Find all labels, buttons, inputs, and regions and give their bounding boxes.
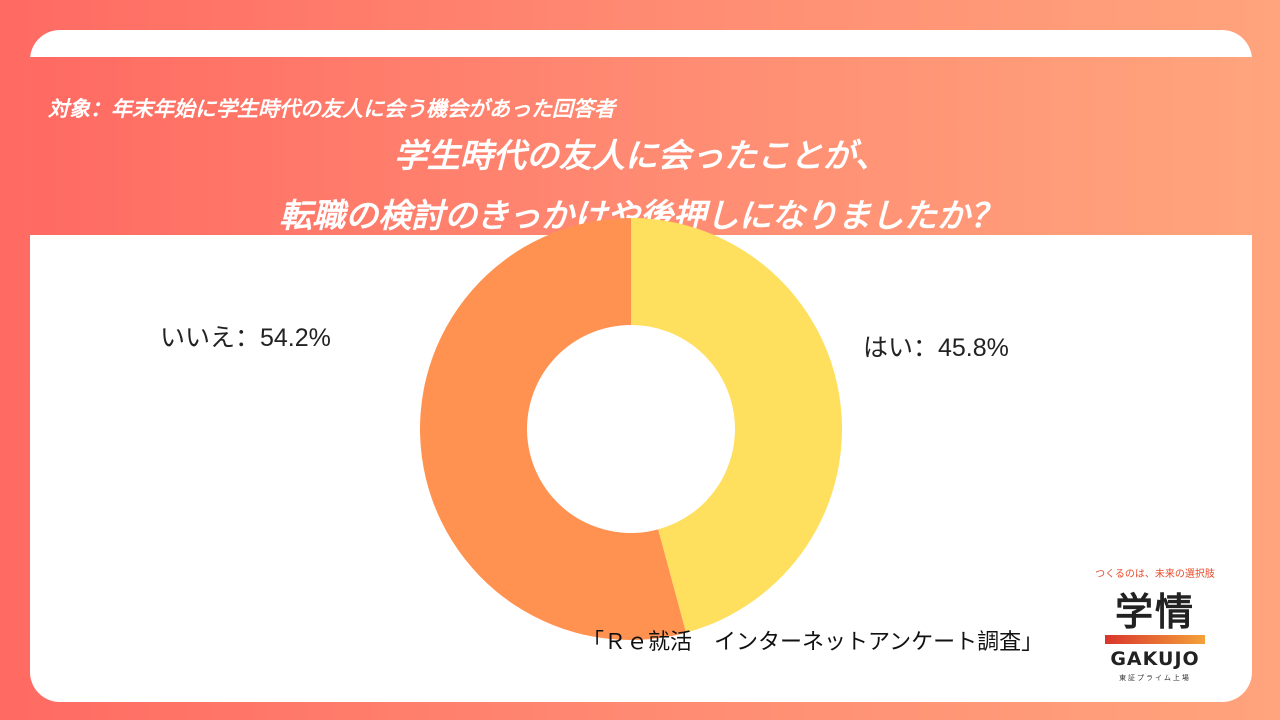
label-no: いいえ：54.2% bbox=[160, 324, 331, 352]
logo-kanji: 学情 bbox=[1114, 590, 1195, 634]
logo-brand: GAKUJO bbox=[1110, 648, 1200, 670]
survey-target-note: 対象：年末年始に学生時代の友人に会う機会があった回答者 bbox=[48, 97, 615, 121]
source-note: 「Ｒｅ就活 インターネットアンケート調査」 bbox=[582, 630, 1044, 655]
logo-tagline: つくるのは、未来の選択肢 bbox=[1095, 569, 1215, 580]
gakujo-logo: つくるのは、未来の選択肢 学情 GAKUJO 東証プライム上場 bbox=[1080, 565, 1230, 690]
logo-bar bbox=[1105, 635, 1205, 644]
donut-slice-no bbox=[419, 217, 687, 640]
card: 対象：年末年始に学生時代の友人に会う機会があった回答者 学生時代の友人に会ったこ… bbox=[30, 30, 1252, 702]
label-yes: はい：45.8% bbox=[863, 334, 1009, 362]
donut-slice-yes bbox=[631, 218, 842, 633]
logo-market: 東証プライム上場 bbox=[1119, 674, 1191, 682]
chart-title-line-1: 学生時代の友人に会ったことが、 bbox=[393, 136, 889, 175]
